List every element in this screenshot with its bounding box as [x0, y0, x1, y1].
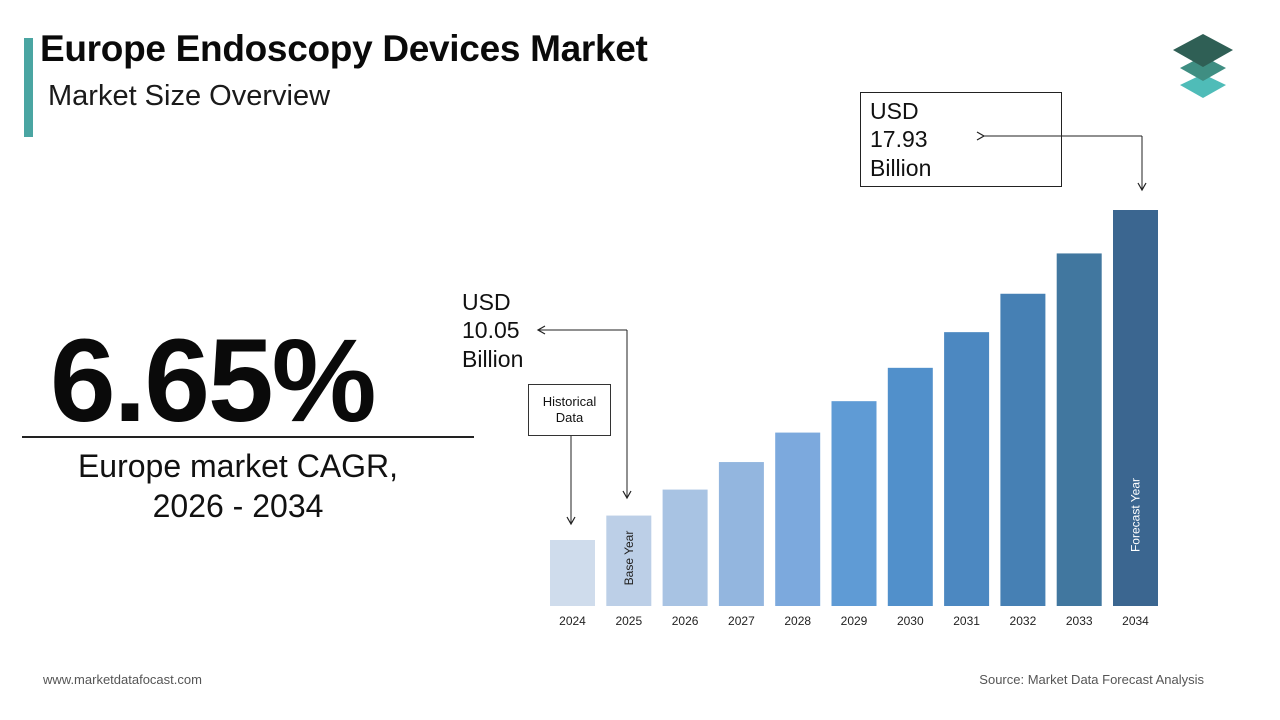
chart-bar-labels: Base Year Forecast Year: [622, 478, 1143, 585]
chart-annotation-arrows: [536, 131, 1142, 526]
x-tick-2032: 2032: [1010, 614, 1037, 628]
logo-layer-top: [1173, 34, 1233, 67]
x-tick-2028: 2028: [784, 614, 811, 628]
end-value-amount: 17.93: [870, 126, 928, 152]
page-title: Europe Endoscopy Devices Market: [40, 28, 648, 69]
bar-2029: [831, 401, 877, 606]
chart-x-tick-labels: 2024 2025 2026 2027 2028 2029 2030 2031 2032 2033…: [559, 614, 1149, 628]
x-tick-2027: 2027: [728, 614, 755, 628]
end-value-arrow: [984, 135, 1142, 190]
bar-2025: [606, 515, 652, 606]
bar-2030: [887, 367, 933, 606]
company-logo-icon: [1173, 34, 1233, 98]
end-value-callout-box: [860, 92, 1062, 187]
base-value-currency: USD: [462, 289, 511, 315]
x-tick-2026: 2026: [672, 614, 699, 628]
bar-2033: [1056, 253, 1102, 606]
cagr-caption-line2: 2026 - 2034: [152, 488, 324, 524]
bar-2034: [1113, 210, 1158, 606]
end-value-unit: Billion: [870, 155, 932, 181]
bar-label-2034: Forecast Year: [1129, 478, 1143, 552]
base-value-amount: 10.05: [462, 317, 520, 343]
x-tick-2033: 2033: [1066, 614, 1093, 628]
title-accent-bar: [24, 38, 33, 137]
historical-label-line1: Historical: [542, 394, 597, 409]
cagr-divider: [22, 436, 474, 438]
x-tick-2034: 2034: [1122, 614, 1149, 628]
page-subtitle: Market Size Overview: [48, 80, 331, 112]
x-tick-2029: 2029: [841, 614, 868, 628]
bar-2024: [550, 540, 595, 606]
footer-source: Source: Market Data Forecast Analysis: [979, 672, 1204, 687]
bar-2026: [662, 489, 708, 606]
logo-layer-middle: [1180, 56, 1226, 81]
historical-data-box: Historical Data: [528, 384, 611, 436]
cagr-value: 6.65%: [50, 315, 377, 447]
end-value-currency: USD: [870, 98, 919, 124]
chart-bars: [550, 210, 1158, 606]
x-tick-2030: 2030: [897, 614, 924, 628]
base-value-unit: Billion: [462, 346, 524, 372]
bar-2031: [944, 332, 990, 606]
cagr-caption-line1: Europe market CAGR,: [77, 448, 399, 484]
bar-2027: [718, 462, 764, 606]
cagr-caption: Europe market CAGR, 2026 - 2034: [22, 446, 454, 526]
bar-2032: [1000, 293, 1046, 606]
historical-label-line2: Data: [555, 410, 584, 425]
x-tick-2024: 2024: [559, 614, 586, 628]
bar-2028: [775, 432, 821, 606]
x-tick-2031: 2031: [953, 614, 980, 628]
footer-website: www.marketdatafocast.com: [43, 672, 202, 687]
x-tick-2025: 2025: [615, 614, 642, 628]
bar-label-2025: Base Year: [622, 531, 636, 586]
logo-layer-bottom: [1180, 74, 1226, 98]
